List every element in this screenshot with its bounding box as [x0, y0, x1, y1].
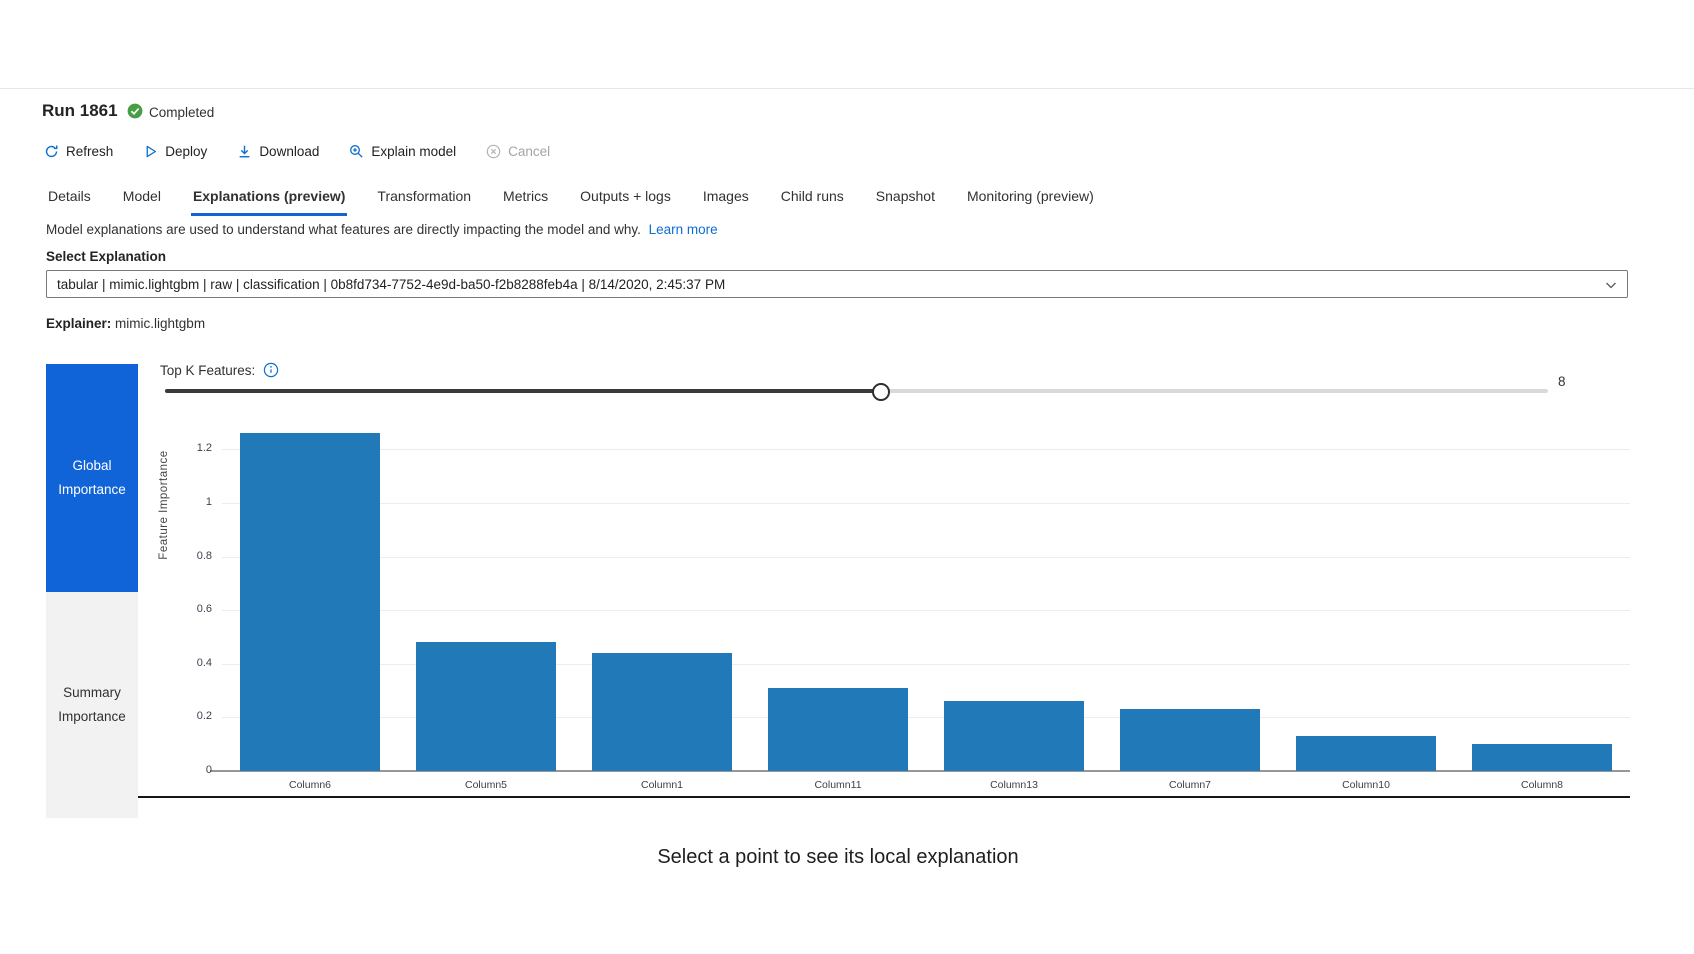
tab-metrics[interactable]: Metrics: [503, 188, 549, 204]
deploy-icon: [143, 144, 158, 159]
tab-model[interactable]: Model: [122, 188, 161, 204]
gridline: [222, 610, 1630, 612]
explanation-dropdown[interactable]: tabular | mimic.lightgbm | raw | classif…: [46, 270, 1628, 298]
explain-model-button[interactable]: Explain model: [349, 144, 456, 159]
x-tick-label: Column7: [1168, 779, 1212, 791]
toolbar-item-label: Download: [259, 144, 320, 159]
tab-outputs-logs[interactable]: Outputs + logs: [580, 188, 671, 204]
x-tick-label: Column6: [288, 779, 332, 791]
y-tick-label: 0.4: [196, 656, 212, 669]
panel-tab-summary-importance[interactable]: Summary Importance: [46, 592, 138, 818]
bar-column7[interactable]: [1120, 709, 1260, 771]
toolbar-item-label: Deploy: [165, 144, 208, 159]
tab-bar: Details Model Explanations (preview) Transf…: [46, 188, 1124, 216]
cancel-icon: [486, 144, 501, 159]
refresh-button[interactable]: Refresh: [44, 144, 113, 159]
feature-importance-chart: 0 0.2 0.4 0.6 0.8 1 1.2 Column6 Column5 Column1 Co…: [197, 405, 1630, 791]
toolbar-item-label: Explain model: [371, 144, 457, 159]
top-k-slider[interactable]: [165, 382, 1548, 401]
x-tick-label: Column1: [640, 779, 684, 791]
bar-column5[interactable]: [416, 642, 556, 771]
cancel-button[interactable]: Cancel: [486, 144, 550, 159]
y-tick-label: 1: [205, 496, 212, 508]
explanation-dropdown-value: tabular | mimic.lightgbm | raw | classif…: [57, 276, 726, 292]
toolbar-item-label: Refresh: [66, 144, 114, 159]
gridline: [222, 663, 1630, 665]
command-bar: Refresh Deploy Download Explain model Cancel: [44, 144, 550, 159]
x-tick-label: Column10: [1342, 779, 1390, 791]
local-explanation-hint: Select a point to see its local explanat…: [657, 846, 1019, 868]
top-k-label: Top K Features:: [160, 362, 256, 378]
top-k-row: Top K Features:: [160, 362, 279, 378]
panel-tab-global-importance[interactable]: Global Importance: [46, 364, 138, 592]
select-explanation-label: Select Explanation: [46, 249, 167, 264]
bar-column8[interactable]: [1472, 744, 1612, 771]
tab-snapshot[interactable]: Snapshot: [875, 188, 935, 204]
gridline: [222, 503, 1630, 504]
gridline: [222, 556, 1630, 558]
magnifier-plus-icon: [349, 144, 364, 159]
gridline: [222, 449, 1630, 451]
download-icon: [237, 144, 252, 159]
info-icon[interactable]: [263, 362, 279, 378]
x-tick-label: Column8: [1520, 779, 1564, 791]
bar-column13[interactable]: [944, 701, 1084, 771]
x-tick-label: Column5: [464, 779, 508, 791]
tab-explanations-preview[interactable]: Explanations (preview): [190, 188, 348, 216]
description-text: Model explanations are used to understan…: [46, 222, 641, 237]
status-label: Completed: [149, 105, 215, 120]
tab-images[interactable]: Images: [702, 188, 749, 204]
y-tick-label: 0: [205, 764, 212, 776]
page-title: Run 1861: [42, 101, 118, 120]
status-badge: Completed: [127, 103, 214, 122]
tab-details[interactable]: Details: [48, 188, 91, 204]
x-tick-label: Column13: [990, 779, 1038, 791]
gridline: [222, 717, 1630, 719]
description-row: Model explanations are used to understan…: [46, 222, 718, 237]
explainer-label: Explainer:: [46, 316, 112, 331]
bar-column11[interactable]: [768, 687, 908, 771]
y-tick-label: 1.2: [196, 442, 212, 455]
y-tick-label: 0.2: [196, 710, 212, 723]
slider-handle[interactable]: [872, 383, 890, 401]
top-divider: [0, 88, 1694, 89]
tab-child-runs[interactable]: Child runs: [780, 188, 844, 204]
tab-transformation[interactable]: Transformation: [377, 188, 472, 204]
toolbar-item-label: Cancel: [508, 144, 551, 159]
x-tick-label: Column11: [814, 779, 862, 791]
y-tick-label: 0.6: [196, 603, 212, 616]
explainer-value: mimic.lightgbm: [115, 316, 206, 331]
learn-more-link[interactable]: Learn more: [648, 222, 718, 237]
tab-monitoring-preview[interactable]: Monitoring (preview): [966, 188, 1094, 204]
slider-fill: [165, 389, 880, 393]
bar-column1[interactable]: [592, 653, 732, 771]
bar-column10[interactable]: [1296, 736, 1436, 771]
deploy-button[interactable]: Deploy: [143, 144, 207, 159]
chevron-down-icon: [1603, 277, 1619, 298]
x-axis-line: [210, 770, 1630, 772]
bar-column6[interactable]: [240, 433, 380, 771]
refresh-icon: [44, 144, 59, 159]
check-circle-icon: [127, 103, 143, 122]
explainer-row: Explainer: mimic.lightgbm: [46, 316, 205, 331]
top-k-value: 8: [1558, 374, 1566, 389]
chart-bottom-border: [138, 796, 1630, 798]
download-button[interactable]: Download: [237, 144, 319, 159]
y-tick-label: 0.8: [196, 549, 212, 562]
